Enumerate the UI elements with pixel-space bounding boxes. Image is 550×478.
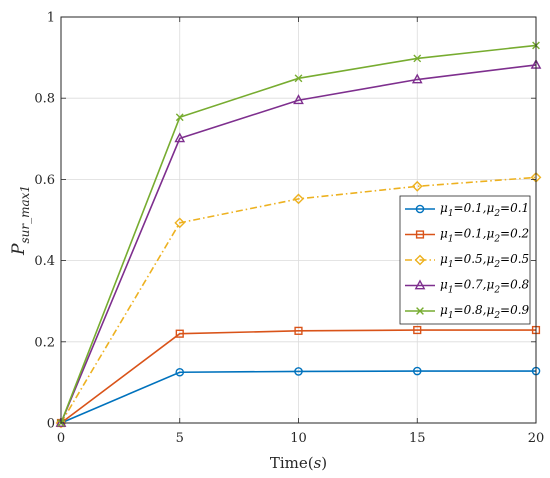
x-tick-label: 20: [528, 431, 545, 446]
y-tick-label: 0.4: [34, 254, 55, 269]
data-point: [175, 113, 184, 122]
data-point: [294, 326, 303, 335]
x-tick-label: 0: [57, 431, 65, 446]
legend-label: μ1=0.5,μ2=0.5: [440, 252, 529, 270]
legend-entry: μ1=0.1,μ2=0.1: [405, 201, 529, 219]
data-point: [413, 54, 422, 63]
data-point: [294, 367, 303, 376]
legend-marker: [415, 230, 425, 239]
data-point: [293, 193, 304, 205]
legend-label: μ1=0.1,μ2=0.2: [440, 227, 529, 245]
x-axis-label: Time(s): [270, 454, 327, 472]
legend-label: μ1=0.7,μ2=0.8: [440, 278, 530, 296]
data-point: [175, 367, 185, 377]
data-point: [411, 180, 423, 192]
series-group: [55, 41, 542, 429]
data-point: [412, 366, 422, 376]
legend-entry: μ1=0.1,μ2=0.2: [405, 227, 529, 245]
data-point: [174, 132, 186, 143]
data-point: [55, 416, 67, 427]
data-point: [174, 217, 186, 229]
series-line: [60, 370, 536, 424]
y-tick-label: 0.6: [34, 173, 55, 188]
legend-entry: μ1=0.8,μ2=0.9: [405, 303, 530, 321]
legend-marker: [414, 279, 426, 290]
y-tick-label: 0.8: [34, 92, 55, 107]
y-tick-label: 0.2: [34, 335, 55, 350]
legend-marker: [416, 307, 424, 315]
series-line: [60, 64, 537, 424]
series-line: [60, 176, 537, 424]
legend-entry: μ1=0.7,μ2=0.8: [405, 278, 530, 296]
x-tick-label: 10: [290, 431, 307, 446]
series-line: [60, 329, 536, 424]
legend-entry: μ1=0.5,μ2=0.5: [405, 252, 529, 270]
x-tick-label: 5: [176, 431, 184, 446]
data-point: [175, 329, 184, 338]
legend-marker: [415, 204, 425, 214]
data-point: [413, 325, 422, 335]
data-point: [294, 74, 303, 83]
legend-marker: [414, 254, 426, 266]
y-tick-label: 1: [47, 11, 55, 26]
y-axis-label: Psur_max1: [9, 185, 32, 256]
legend-label: μ1=0.8,μ2=0.9: [440, 303, 530, 321]
x-tick-label: 15: [409, 431, 426, 446]
legend-label: μ1=0.1,μ2=0.1: [440, 201, 529, 219]
data-point: [411, 73, 423, 84]
ticks: 0 5 10 15 20 0 0.2 0.4 0.6 0.8 1: [34, 11, 544, 447]
y-tick-label: 0: [47, 417, 55, 432]
data-point: [293, 94, 304, 105]
legend: μ1=0.1,μ2=0.1 μ1=0.1,μ2=0.2 μ1=0.5,μ2=0.5 μ…: [399, 195, 531, 325]
series-5: [57, 41, 540, 427]
data-point: [55, 417, 67, 429]
